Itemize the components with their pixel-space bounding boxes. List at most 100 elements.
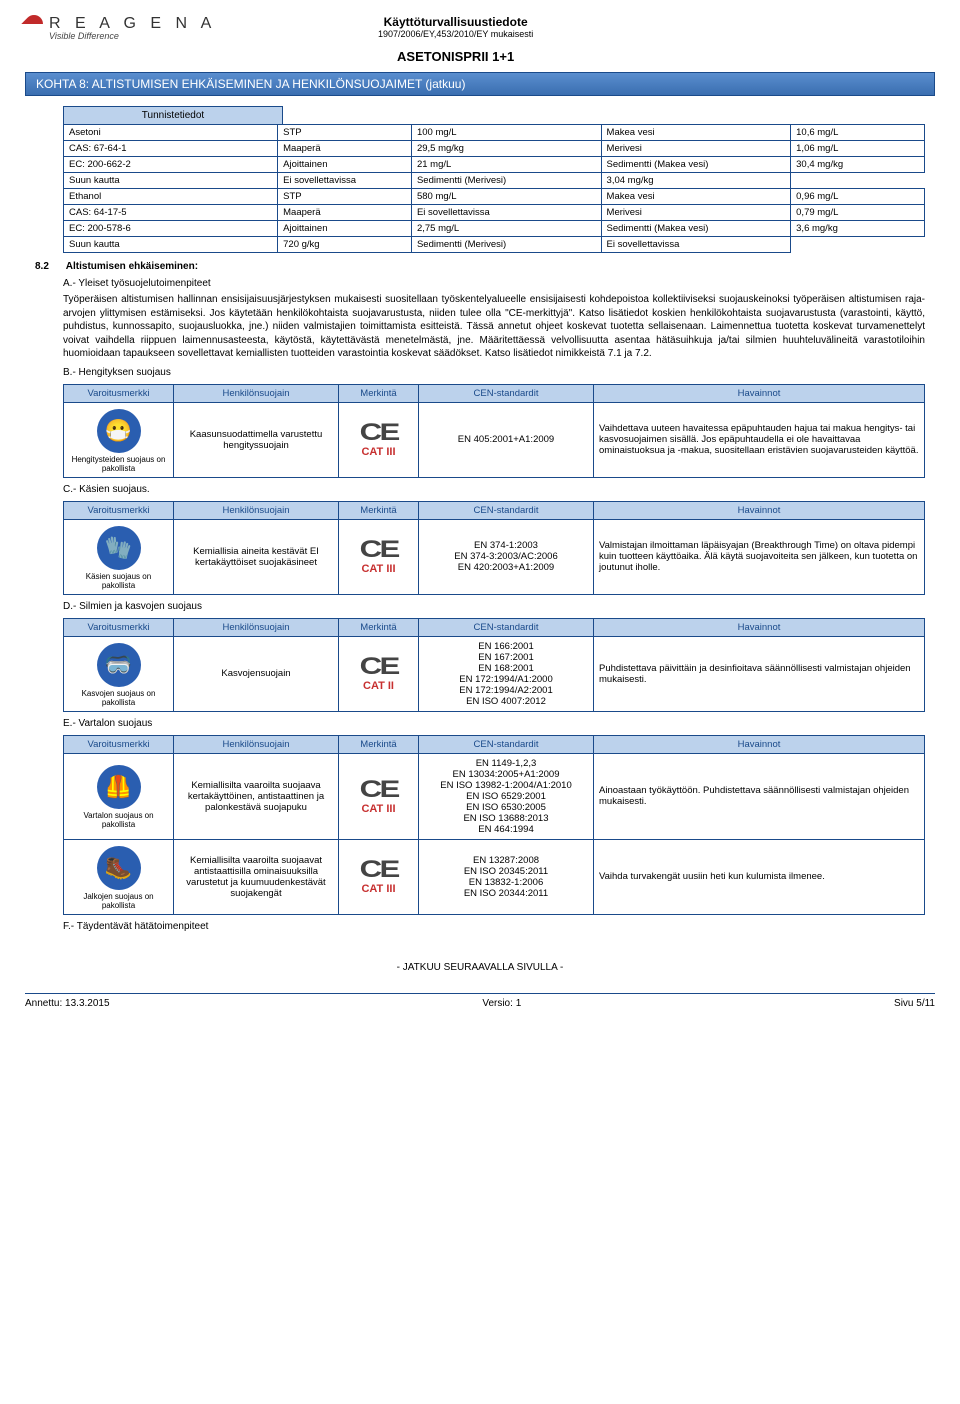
ppe-table-D: VaroitusmerkkiHenkilönsuojainMerkintäCEN… (63, 618, 925, 712)
chem-cell: Ajoittainen (278, 221, 412, 237)
ppe-header-cell: Henkilönsuojain (174, 384, 339, 402)
chem-cell: Sedimentti (Makea vesi) (601, 157, 791, 173)
chem-cell: 3,04 mg/kg (601, 173, 791, 189)
mask-icon: 😷 (97, 409, 141, 453)
subsection-num: 8.2 (35, 261, 63, 272)
B-std: EN 405:2001+A1:2009 (419, 402, 594, 477)
E2-std: EN 13287:2008 EN ISO 20345:2011 EN 13832… (419, 839, 594, 914)
chem-cell: Suun kautta (64, 237, 278, 253)
chem-cell: Merivesi (601, 205, 791, 221)
ppe-header-cell: Merkintä (339, 384, 419, 402)
ppe-header-cell: CEN-standardit (419, 384, 594, 402)
tunnistetiedot-header: Tunnistetiedot (63, 106, 283, 125)
page-footer: Annettu: 13.3.2015 Versio: 1 Sivu 5/11 (25, 993, 935, 1009)
ppe-header-cell: Havainnot (594, 618, 925, 636)
ce-icon: CE (359, 538, 397, 562)
E1-mark: CE CAT III (339, 753, 419, 839)
ppe-table-C: VaroitusmerkkiHenkilönsuojainMerkintäCEN… (63, 501, 925, 595)
chem-cell: 580 mg/L (411, 189, 601, 205)
footer-date-val: 13.3.2015 (65, 998, 110, 1009)
chem-cell: EC: 200-578-6 (64, 221, 278, 237)
D-std: EN 166:2001 EN 167:2001 EN 168:2001 EN 1… (419, 636, 594, 711)
B-obs: Vaihdettava uuteen havaitessa epäpuhtaud… (594, 402, 925, 477)
chem-cell: Ei sovellettavissa (278, 173, 412, 189)
chem-cell: CAS: 67-64-1 (64, 141, 278, 157)
chem-cell: Merivesi (601, 141, 791, 157)
footer-page-val: 5/11 (916, 998, 935, 1009)
subsection-8-2: 8.2 Altistumisen ehkäiseminen: (35, 261, 925, 272)
chem-cell: STP (278, 189, 412, 205)
chem-cell: CAS: 64-17-5 (64, 205, 278, 221)
footer-date-label: Annettu: (25, 998, 62, 1009)
A-title: A.- Yleiset työsuojelutoimenpiteet (63, 278, 925, 289)
D-pictogram: 🥽 Kasvojen suojaus on pakollista (64, 636, 174, 711)
ppe-table-E: VaroitusmerkkiHenkilönsuojainMerkintäCEN… (63, 735, 925, 915)
chem-cell: Makea vesi (601, 189, 791, 205)
chem-cell: 720 g/kg (278, 237, 412, 253)
ppe-header-cell: Havainnot (594, 735, 925, 753)
chem-cell: 29,5 mg/kg (411, 141, 601, 157)
ppe-header-cell: Henkilönsuojain (174, 501, 339, 519)
chem-cell: 2,75 mg/L (411, 221, 601, 237)
E-title: E.- Vartalon suojaus (63, 718, 925, 729)
chem-cell: Ei sovellettavissa (411, 205, 601, 221)
A-body: Työperäisen altistumisen hallinnan ensis… (63, 293, 925, 361)
page-header: R E A G E N A Visible Difference Käyttöt… (25, 15, 935, 64)
B-pictogram: 😷 Hengitysteiden suojaus on pakollista (64, 402, 174, 477)
C-pictogram: 🧤 Käsien suojaus on pakollista (64, 519, 174, 594)
chem-cell: 10,6 mg/L (791, 125, 925, 141)
F-title: F.- Täydentävät hätätoimenpiteet (63, 921, 925, 932)
ppe-header-cell: Merkintä (339, 618, 419, 636)
chem-cell: 21 mg/L (411, 157, 601, 173)
chem-cell: Asetoni (64, 125, 278, 141)
ce-icon: CE (359, 858, 397, 882)
chem-cell: 1,06 mg/L (791, 141, 925, 157)
continuation-note: - JATKUU SEURAAVALLA SIVULLA - (25, 962, 935, 973)
chem-cell: STP (278, 125, 412, 141)
chem-cell: Ethanol (64, 189, 278, 205)
chem-cell: Suun kautta (64, 173, 278, 189)
chem-cell: 0,79 mg/L (791, 205, 925, 221)
doc-subheading: 1907/2006/EY,453/2010/EY mukaisesti (96, 29, 815, 39)
D-obs: Puhdistettava päivittäin ja desinfioitav… (594, 636, 925, 711)
ppe-header-cell: Henkilönsuojain (174, 735, 339, 753)
ppe-header-cell: Havainnot (594, 384, 925, 402)
subsection-D: D.- Silmien ja kasvojen suojaus (63, 601, 925, 612)
B-ppe: Kaasunsuodattimella varustettu hengityss… (174, 402, 339, 477)
ce-icon: CE (359, 655, 397, 679)
B-mark: CE CAT III (339, 402, 419, 477)
ppe-header-cell: Havainnot (594, 501, 925, 519)
E2-obs: Vaihda turvakengät uusiin heti kun kulum… (594, 839, 925, 914)
doc-title-block: Käyttöturvallisuustiedote 1907/2006/EY,4… (96, 15, 815, 64)
D-ppe: Kasvojensuojain (174, 636, 339, 711)
subsection-A: A.- Yleiset työsuojelutoimenpiteet Työpe… (63, 278, 925, 361)
chem-cell: 30,4 mg/kg (791, 157, 925, 173)
chem-cell: Maaperä (278, 205, 412, 221)
subsection-E: E.- Vartalon suojaus (63, 718, 925, 729)
chemical-limits-table: AsetoniSTP100 mg/LMakea vesi10,6 mg/LCAS… (63, 124, 925, 253)
E2-pictogram: 🥾 Jalkojen suojaus on pakollista (64, 839, 174, 914)
product-name: ASETONISPRII 1+1 (96, 49, 815, 64)
chem-cell: Sedimentti (Merivesi) (411, 237, 601, 253)
ppe-header-cell: Varoitusmerkki (64, 735, 174, 753)
section-8-bar: KOHTA 8: ALTISTUMISEN EHKÄISEMINEN JA HE… (25, 72, 935, 96)
B-title: B.- Hengityksen suojaus (63, 367, 925, 378)
D-title: D.- Silmien ja kasvojen suojaus (63, 601, 925, 612)
C-std: EN 374-1:2003 EN 374-3:2003/AC:2006 EN 4… (419, 519, 594, 594)
ppe-header-cell: CEN-standardit (419, 735, 594, 753)
ce-icon: CE (359, 421, 397, 445)
body-suit-icon: 🦺 (97, 765, 141, 809)
ppe-header-cell: Varoitusmerkki (64, 618, 174, 636)
E2-mark: CE CAT III (339, 839, 419, 914)
subsection-C: C.- Käsien suojaus. (63, 484, 925, 495)
E2-ppe: Kemiallisilta vaaroilta suojaavat antist… (174, 839, 339, 914)
subsection-title: Altistumisen ehkäiseminen: (66, 261, 198, 272)
E1-ppe: Kemiallisilta vaaroilta suojaava kertakä… (174, 753, 339, 839)
ppe-header-cell: Merkintä (339, 735, 419, 753)
footer-page-label: Sivu (894, 998, 913, 1009)
chem-cell: 100 mg/L (411, 125, 601, 141)
ppe-header-cell: CEN-standardit (419, 618, 594, 636)
doc-heading: Käyttöturvallisuustiedote (96, 15, 815, 29)
D-mark: CE CAT II (339, 636, 419, 711)
ppe-header-cell: Henkilönsuojain (174, 618, 339, 636)
